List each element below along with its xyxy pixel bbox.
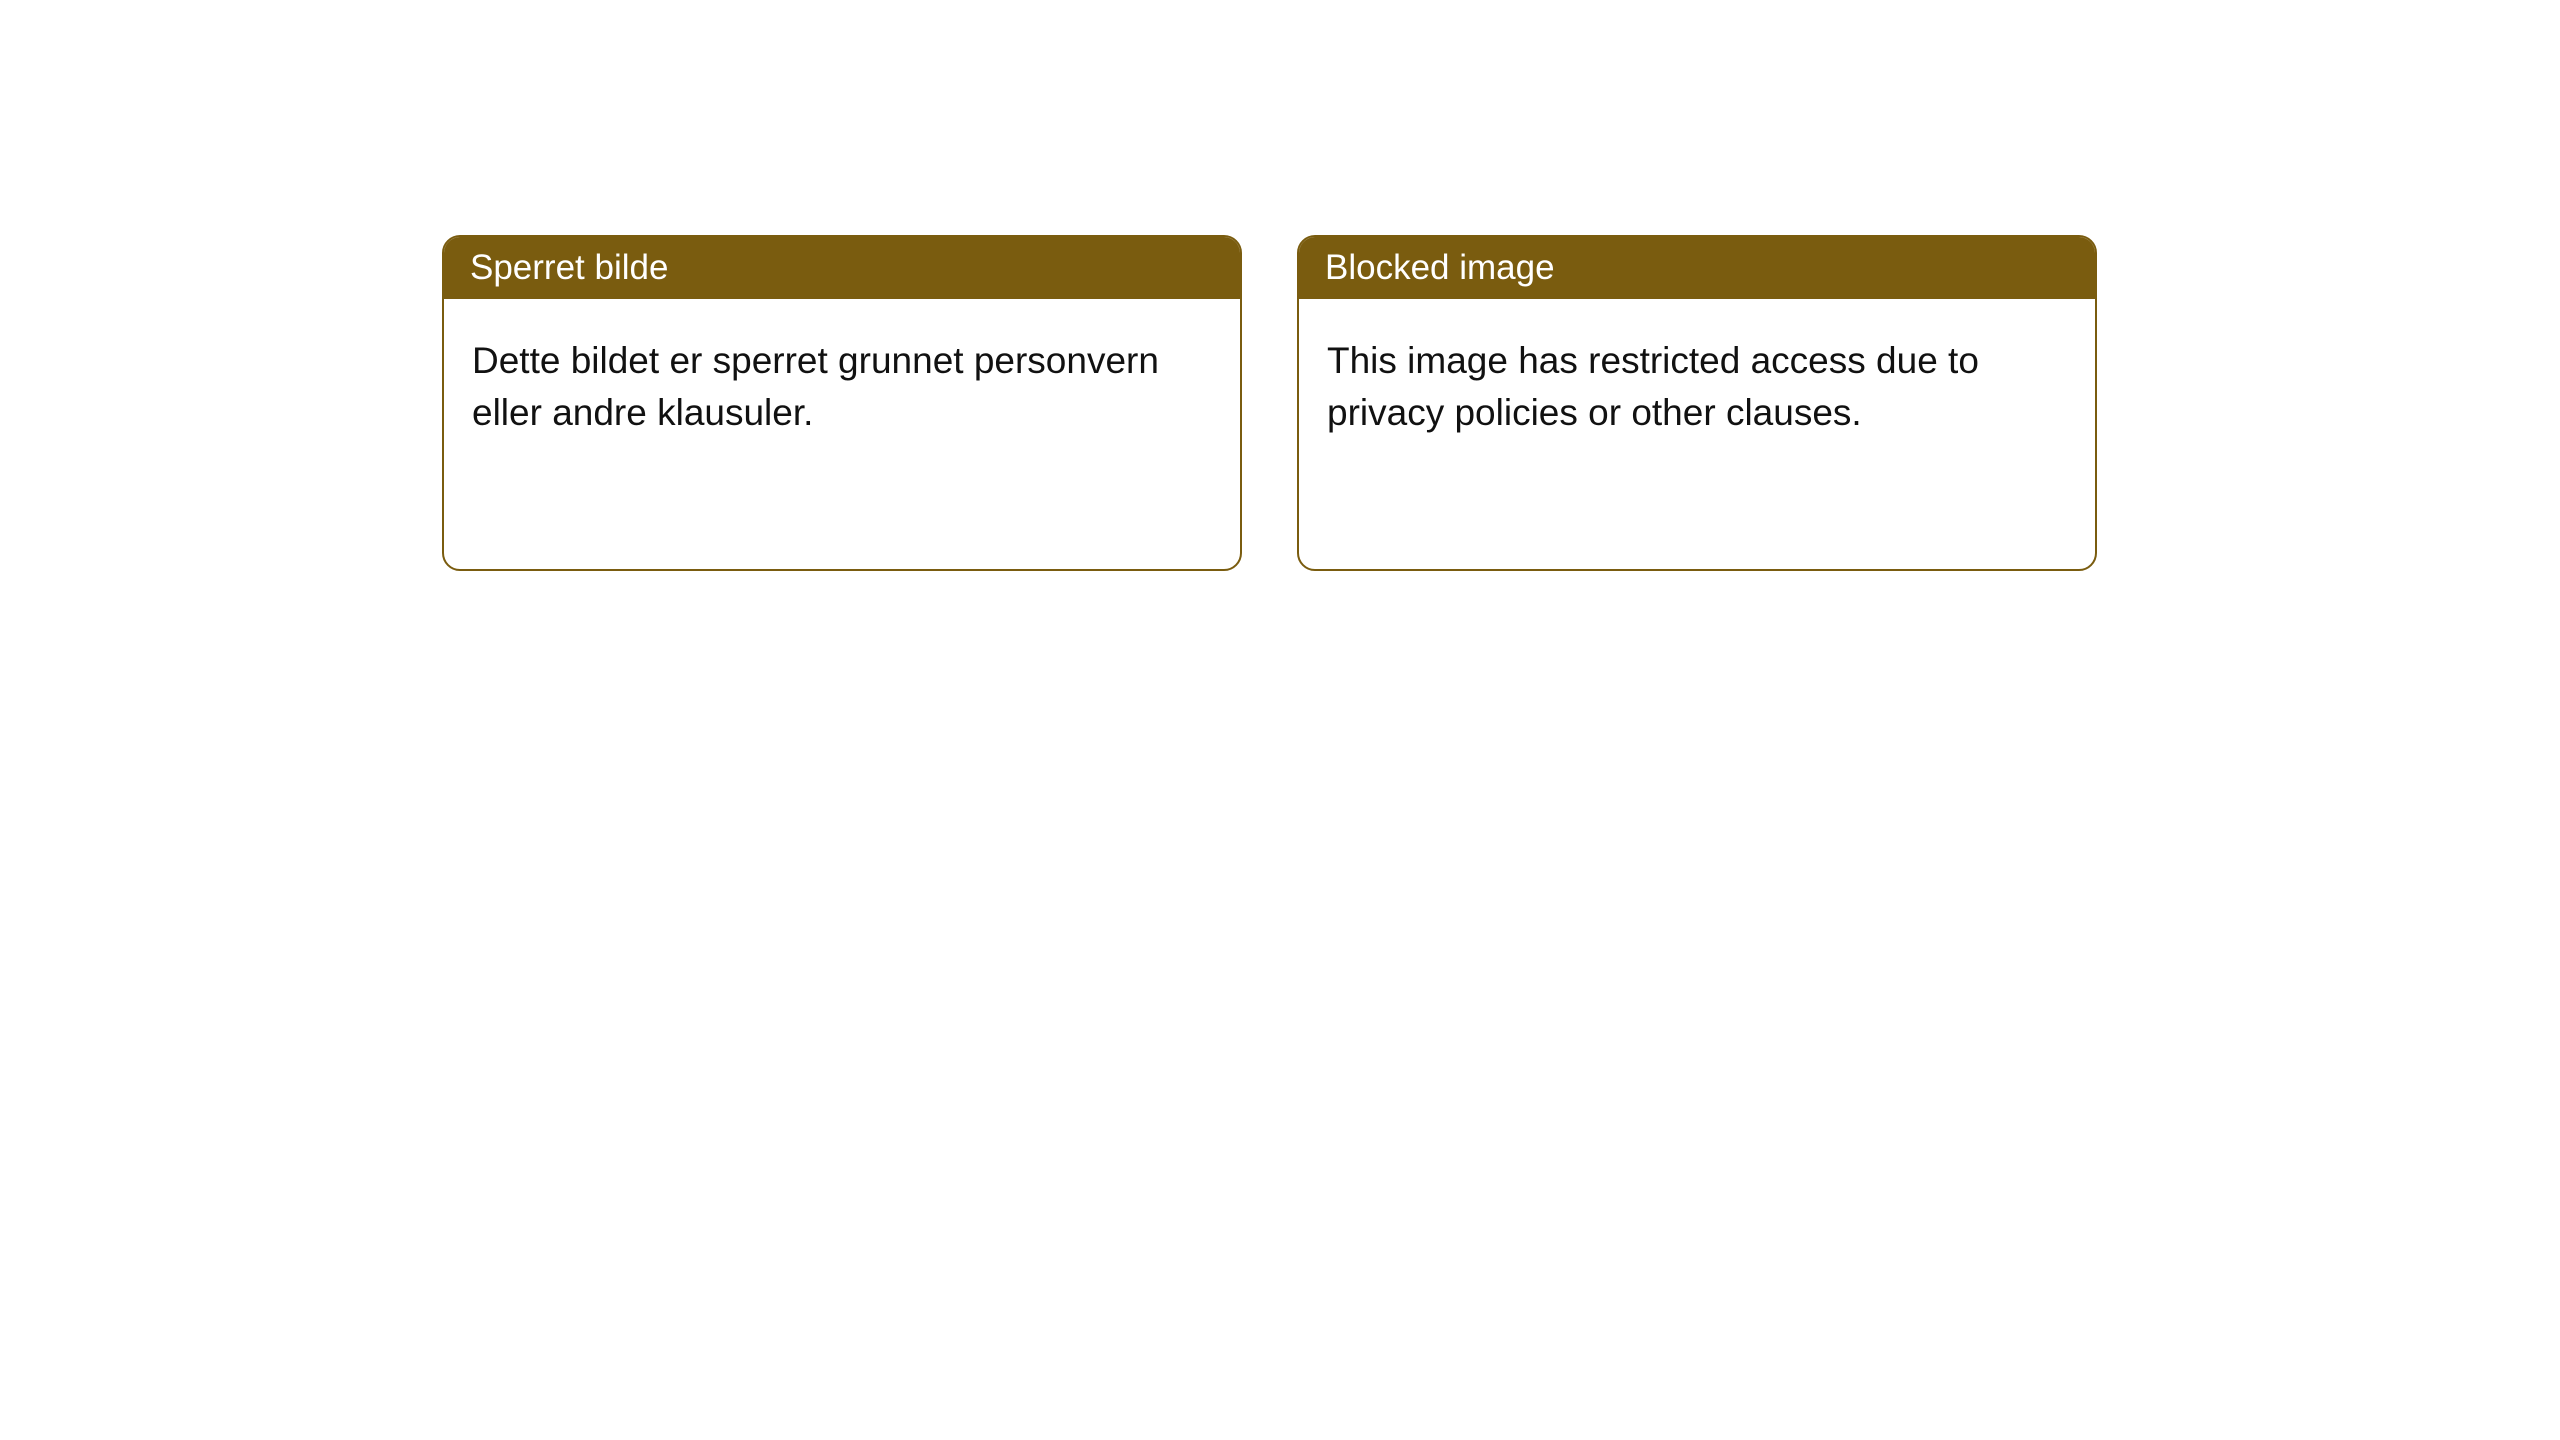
notice-card-en: Blocked image This image has restricted … bbox=[1297, 235, 2097, 571]
notice-body-no: Dette bildet er sperret grunnet personve… bbox=[444, 299, 1240, 569]
notice-body-en: This image has restricted access due to … bbox=[1299, 299, 2095, 569]
notice-text-no: Dette bildet er sperret grunnet personve… bbox=[472, 335, 1212, 439]
notice-card-no: Sperret bilde Dette bildet er sperret gr… bbox=[442, 235, 1242, 571]
notice-header-en: Blocked image bbox=[1299, 237, 2095, 299]
cards-container: Sperret bilde Dette bildet er sperret gr… bbox=[442, 235, 2560, 571]
notice-title-no: Sperret bilde bbox=[470, 248, 668, 287]
notice-header-no: Sperret bilde bbox=[444, 237, 1240, 299]
notice-title-en: Blocked image bbox=[1325, 248, 1555, 287]
notice-text-en: This image has restricted access due to … bbox=[1327, 335, 2067, 439]
